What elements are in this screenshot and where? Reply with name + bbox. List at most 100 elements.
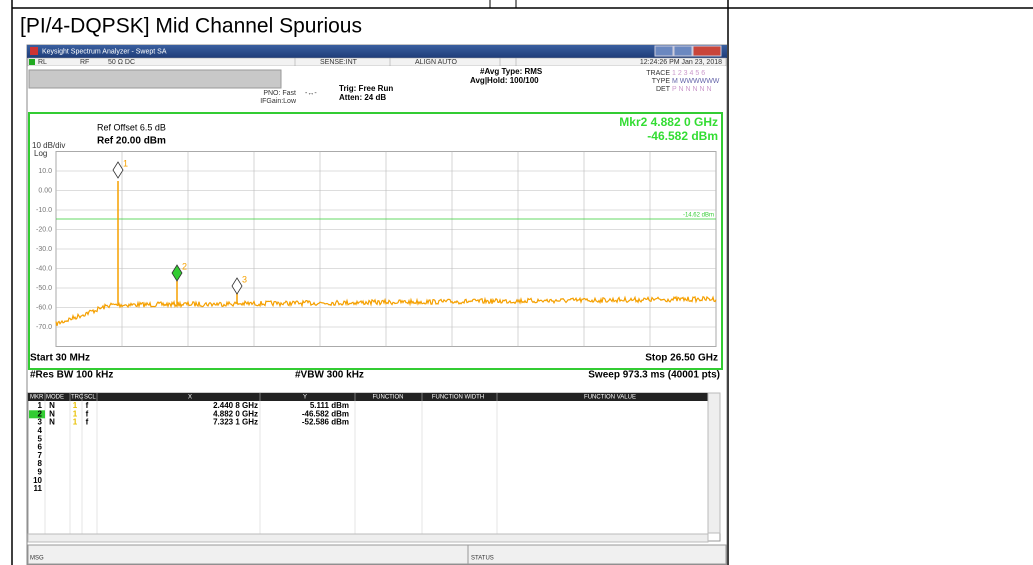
table-cell: 4 [38, 426, 43, 435]
msg-bar [27, 544, 469, 565]
softkey-box [28, 69, 282, 89]
table-cell: f [86, 418, 89, 427]
lxi-icon [29, 59, 35, 65]
table-cell: 2.440 8 GHz [213, 401, 258, 410]
msg: MSG [30, 556, 44, 562]
table-cell: 6 [38, 443, 43, 452]
marker-readout: Mkr2 4.882 0 GHz [619, 115, 718, 129]
minimize-button[interactable] [654, 45, 674, 57]
table-header-cell: SCL [84, 395, 96, 401]
y-axis-label: -60.0 [36, 304, 52, 311]
table-header-cell: TRC [71, 395, 84, 401]
window-title: Keysight Spectrum Analyzer - Swept SA [42, 48, 167, 55]
maximize-button[interactable] [673, 45, 693, 57]
table-cell: N [49, 409, 55, 418]
y-axis-label: -50.0 [36, 285, 52, 292]
table-cell: 10 [33, 476, 42, 485]
close-button[interactable] [692, 45, 722, 57]
marker-diamond [171, 264, 183, 282]
avg-hold: Avg|Hold: 100/100 [470, 76, 539, 85]
table-cell: 8 [38, 459, 43, 468]
table-cell: 9 [38, 468, 43, 477]
trace-label: TRACE [646, 70, 670, 77]
status-item: ALIGN AUTO [415, 59, 457, 66]
y-axis-label: 10.0 [38, 168, 52, 175]
y-axis-label: -10.0 [36, 207, 52, 214]
table-cell: 1 [73, 418, 78, 427]
y-axis-label: 0.00 [38, 187, 52, 194]
table-header-cell: FUNCTION VALUE [584, 395, 636, 401]
marker-tag: 2 [182, 261, 187, 271]
type-value: M WWWWWW [672, 78, 720, 85]
table-cell: 7 [38, 451, 43, 460]
marker-tag: 3 [242, 274, 247, 284]
table-cell: N [49, 418, 55, 427]
marker-diamond [231, 277, 243, 295]
type-label: TYPE [652, 78, 671, 85]
table-cell: 1 [38, 401, 43, 410]
table-header-cell: MODE [46, 395, 64, 401]
scale-type: Log [34, 149, 47, 158]
table-cell: 3 [38, 418, 43, 427]
stop-freq: Stop 26.50 GHz [645, 353, 718, 364]
table-cell: -46.582 dBm [302, 409, 349, 418]
table-header-cell: X [188, 395, 192, 401]
ref-offset: Ref Offset 6.5 dB [97, 122, 166, 132]
atten: Atten: 24 dB [339, 93, 386, 102]
trig: Trig: Free Run [339, 84, 393, 93]
status-item: SENSE:INT [320, 59, 358, 66]
status-item: RL [38, 59, 47, 66]
app-icon [30, 47, 38, 55]
table-cell: 11 [34, 484, 43, 493]
y-axis-label: -20.0 [36, 226, 52, 233]
sweep: Sweep 973.3 ms (40001 pts) [588, 370, 720, 381]
title-bar [27, 45, 727, 58]
active-marker-cell [29, 410, 45, 419]
status-item: 12:24:26 PM Jan 23, 2018 [640, 59, 722, 66]
table-header-cell: FUNCTION [373, 395, 404, 401]
table-cell: 5 [38, 434, 43, 443]
marker-table [27, 392, 721, 542]
table-cell: N [49, 401, 55, 410]
table-header-cell: MKR [30, 395, 44, 401]
table-cell: 4.882 0 GHz [213, 409, 258, 418]
start-freq: Start 30 MHz [30, 353, 90, 364]
y-axis-label: -40.0 [36, 265, 52, 272]
table-header-cell: Y [303, 395, 307, 401]
ifgain: IFGain:Low [260, 98, 297, 105]
graph-panel [28, 112, 723, 370]
marker-diamond [112, 161, 124, 179]
table-cell: f [86, 401, 89, 410]
table-cell: 2 [38, 409, 43, 418]
trace [55, 295, 717, 326]
table-header [28, 393, 708, 401]
y-axis-label: -30.0 [36, 246, 52, 253]
pno: PNO: Fast [263, 90, 296, 97]
status-item: RF [80, 59, 89, 66]
ref-level: Ref 20.00 dBm [97, 136, 166, 147]
rbw: #Res BW 100 kHz [30, 370, 113, 381]
table-cell: f [86, 409, 89, 418]
table-cell: 7.323 1 GHz [213, 418, 258, 427]
table-cell: 5.111 dBm [310, 401, 349, 410]
table-cell: 1 [73, 409, 78, 418]
table-header-cell: FUNCTION WIDTH [432, 395, 484, 401]
marker-tag: 1 [123, 158, 128, 168]
det-label: DET [656, 86, 671, 93]
vbw: #VBW 300 kHz [295, 370, 364, 381]
status: STATUS [471, 556, 494, 562]
caption: [PI/4-DQPSK] Mid Channel Spurious [20, 15, 362, 38]
marker-level: -46.582 dBm [647, 129, 718, 143]
display-line-label: -14.62 dBm [683, 213, 714, 219]
det-value: P N N N N N [672, 86, 712, 93]
avg-type: #Avg Type: RMS [480, 67, 543, 76]
trace-numbers: 1 2 3 4 5 6 [672, 70, 705, 77]
table-cell: 1 [73, 401, 78, 410]
y-axis-label: -70.0 [36, 324, 52, 331]
table-cell: -52.586 dBm [302, 418, 349, 427]
v-scrollbar[interactable] [707, 392, 721, 534]
status-item: 50 Ω DC [108, 59, 135, 66]
h-scrollbar[interactable] [27, 533, 709, 543]
